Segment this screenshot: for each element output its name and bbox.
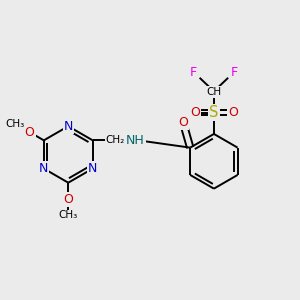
Text: O: O: [25, 126, 34, 139]
Text: F: F: [231, 66, 238, 79]
Text: O: O: [63, 193, 73, 206]
Text: N: N: [88, 162, 98, 175]
Text: NH: NH: [126, 134, 145, 147]
Text: N: N: [64, 120, 73, 133]
Text: CH: CH: [206, 87, 221, 97]
Text: CH₃: CH₃: [58, 210, 78, 220]
Text: N: N: [39, 162, 49, 175]
Text: S: S: [209, 105, 219, 120]
Text: CH₂: CH₂: [105, 135, 124, 145]
Text: CH₃: CH₃: [6, 119, 25, 129]
Text: O: O: [228, 106, 238, 119]
Text: F: F: [190, 66, 197, 79]
Text: O: O: [190, 106, 200, 119]
Text: O: O: [178, 116, 188, 129]
